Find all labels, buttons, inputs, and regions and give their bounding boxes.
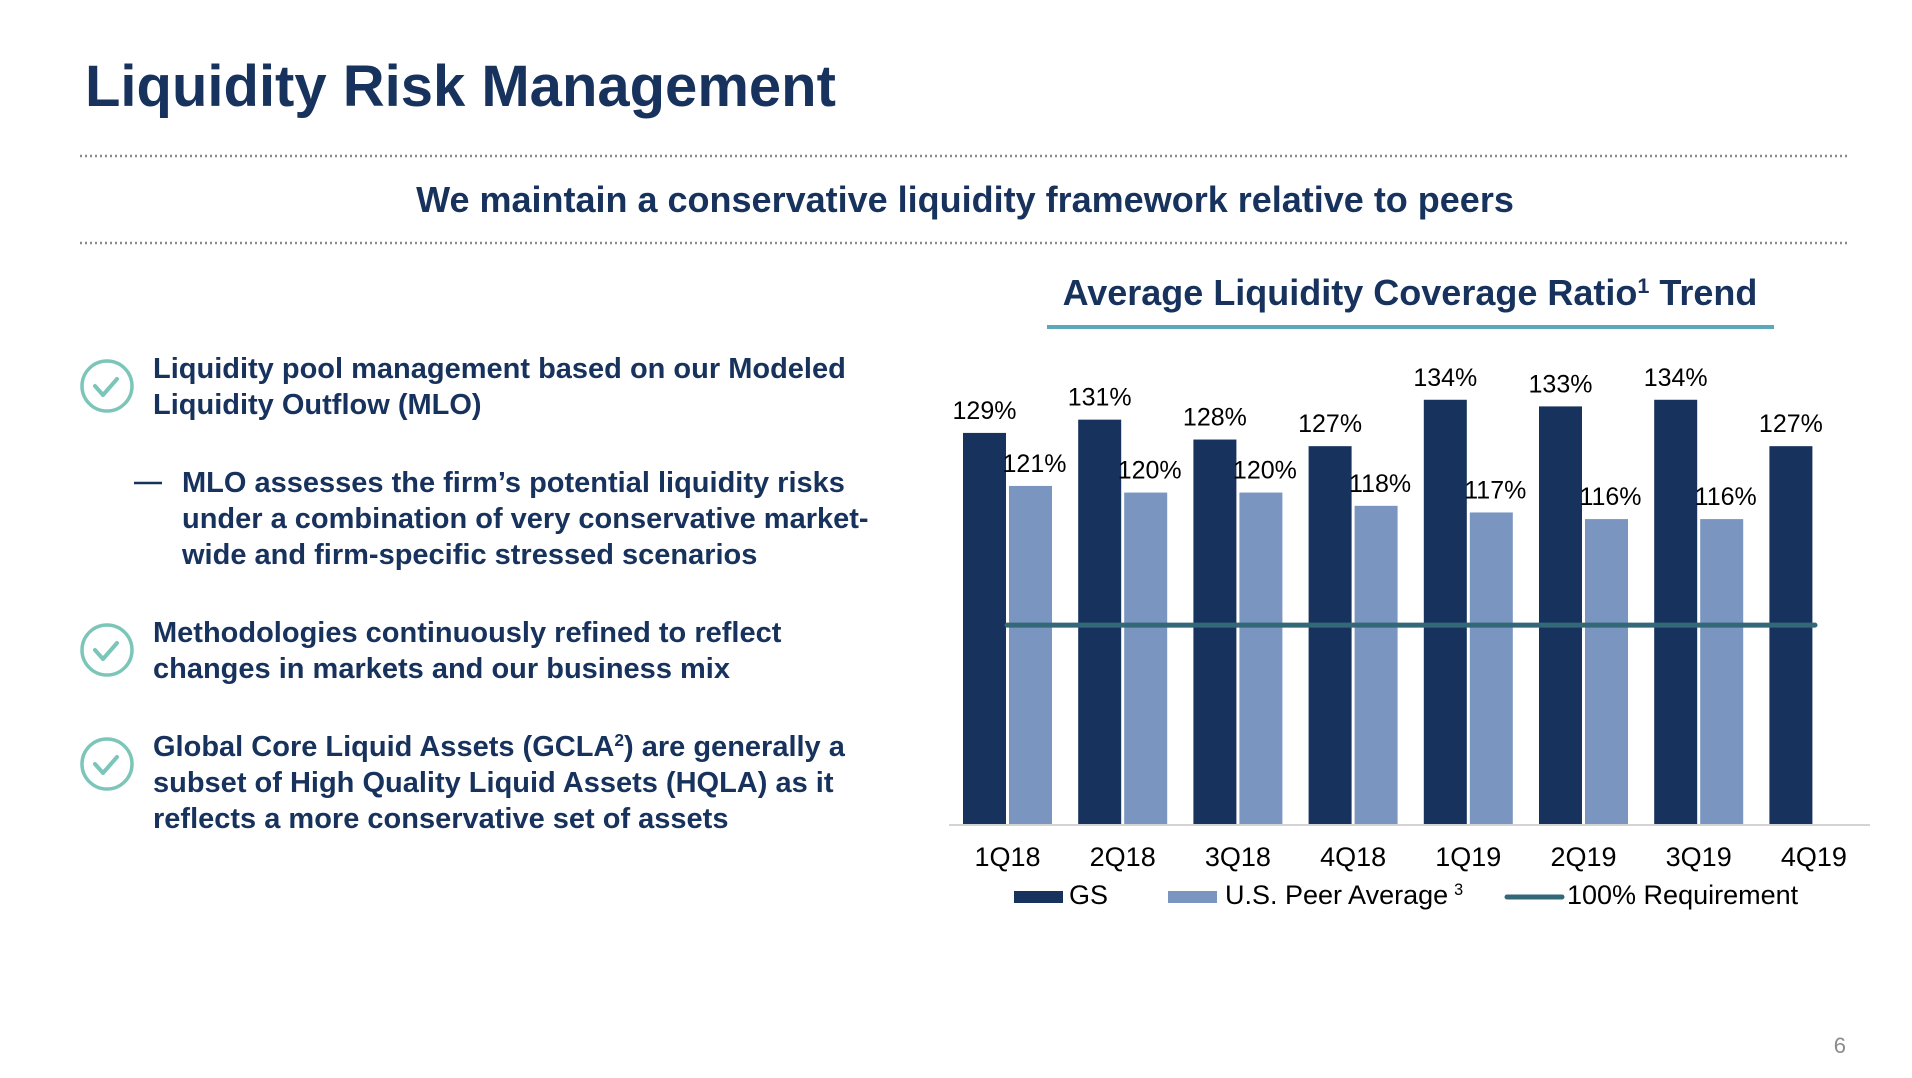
legend-name: U.S. Peer Average bbox=[1225, 880, 1448, 910]
bar bbox=[1308, 446, 1352, 824]
bar bbox=[1193, 439, 1237, 824]
x-tick-label: 3Q19 bbox=[1666, 842, 1732, 872]
x-tick-label: 1Q18 bbox=[974, 842, 1040, 872]
data-label: 128% bbox=[1183, 404, 1247, 432]
legend-swatch bbox=[1014, 891, 1063, 903]
check-icon bbox=[80, 359, 134, 413]
bar bbox=[1700, 519, 1744, 824]
bar bbox=[1124, 492, 1168, 824]
slide-title: Liquidity Risk Management bbox=[85, 54, 836, 119]
x-tick-label: 3Q18 bbox=[1205, 842, 1271, 872]
check-icon bbox=[80, 737, 134, 791]
bar bbox=[1423, 399, 1467, 824]
data-label: 131% bbox=[1068, 384, 1132, 412]
bar bbox=[1354, 505, 1398, 824]
text-run: Trend bbox=[1649, 272, 1757, 313]
x-tick-label: 1Q19 bbox=[1435, 842, 1501, 872]
legend-label: U.S. Peer Average 3 bbox=[1225, 880, 1463, 910]
check-icon bbox=[80, 623, 134, 677]
bullet-text: reflects a more conservative set of asse… bbox=[153, 803, 728, 835]
data-label: 127% bbox=[1759, 410, 1823, 438]
bar bbox=[1469, 512, 1513, 824]
text-run: MLO assesses the firm’s potential liquid… bbox=[182, 467, 845, 499]
text-run: changes in markets and our business mix bbox=[153, 653, 730, 685]
text-run: subset of High Quality Liquid Assets (HQ… bbox=[153, 767, 834, 799]
superscript: 3 bbox=[1454, 881, 1463, 899]
text-run: Average Liquidity Coverage Ratio bbox=[1063, 272, 1638, 313]
data-label: 127% bbox=[1298, 410, 1362, 438]
data-label: 116% bbox=[1695, 483, 1757, 511]
bullet-text: Liquidity pool management based on our M… bbox=[153, 353, 846, 385]
bullet-text: subset of High Quality Liquid Assets (HQ… bbox=[153, 767, 834, 799]
bullet-text: changes in markets and our business mix bbox=[153, 653, 730, 685]
bullet-text: Global Core Liquid Assets (GCLA2) are ge… bbox=[153, 730, 846, 763]
bar bbox=[1078, 419, 1122, 824]
bullet-text: under a combination of very conservative… bbox=[182, 503, 869, 535]
data-label: 134% bbox=[1644, 364, 1708, 392]
bullet-text: Liquidity Outflow (MLO) bbox=[153, 389, 482, 421]
x-tick-label: 2Q19 bbox=[1550, 842, 1616, 872]
bar bbox=[963, 432, 1006, 824]
x-tick-label: 4Q18 bbox=[1320, 842, 1386, 872]
text-run: Methodologies continuously refined to re… bbox=[153, 617, 782, 649]
text-run: Liquidity Outflow (MLO) bbox=[153, 389, 482, 421]
bullet-text: Methodologies continuously refined to re… bbox=[153, 617, 782, 649]
bar bbox=[1769, 446, 1813, 824]
data-label: 121% bbox=[1003, 450, 1067, 478]
bar bbox=[1654, 399, 1698, 824]
superscript: 1 bbox=[1637, 273, 1649, 298]
data-label: 129% bbox=[953, 397, 1017, 425]
bullet-text: wide and firm-specific stressed scenario… bbox=[181, 539, 757, 571]
text-run: Global Core Liquid Assets (GCLA bbox=[153, 731, 614, 763]
superscript: 2 bbox=[614, 730, 624, 750]
data-label: 118% bbox=[1349, 470, 1411, 498]
check-mark bbox=[93, 377, 119, 397]
chart-title: Average Liquidity Coverage Ratio1 Trend bbox=[1063, 272, 1758, 313]
bar bbox=[1009, 485, 1052, 824]
check-mark bbox=[93, 755, 119, 775]
data-label: 116% bbox=[1579, 483, 1641, 511]
page-number: 6 bbox=[1834, 1033, 1846, 1058]
text-run: ) are generally a bbox=[624, 731, 846, 763]
bar bbox=[1239, 492, 1283, 824]
bar bbox=[1539, 406, 1582, 824]
slide-subtitle: We maintain a conservative liquidity fra… bbox=[416, 179, 1514, 220]
text-run: Liquidity pool management based on our M… bbox=[153, 353, 846, 385]
x-tick-label: 2Q18 bbox=[1090, 842, 1156, 872]
data-label: 134% bbox=[1413, 364, 1477, 392]
bar bbox=[1585, 519, 1628, 824]
text-run: wide and firm-specific stressed scenario… bbox=[181, 539, 757, 571]
legend-label: GS bbox=[1069, 880, 1108, 910]
data-label: 120% bbox=[1118, 457, 1182, 485]
data-label: 120% bbox=[1233, 457, 1297, 485]
bullet-text: MLO assesses the firm’s potential liquid… bbox=[182, 467, 845, 499]
legend-label: 100% Requirement bbox=[1567, 880, 1799, 910]
data-label: 133% bbox=[1529, 370, 1593, 398]
x-tick-label: 4Q19 bbox=[1781, 842, 1847, 872]
text-run: under a combination of very conservative… bbox=[182, 503, 869, 535]
legend-swatch bbox=[1168, 891, 1217, 903]
text-run: reflects a more conservative set of asse… bbox=[153, 803, 728, 835]
legend-name: GS bbox=[1069, 880, 1108, 910]
data-label: 117% bbox=[1464, 476, 1526, 504]
check-mark bbox=[93, 641, 119, 661]
